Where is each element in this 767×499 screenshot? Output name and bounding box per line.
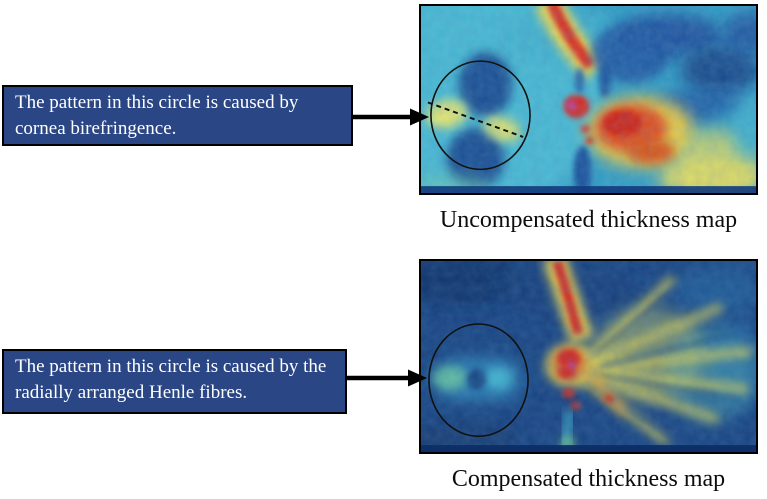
caption-uncompensated: Uncompensated thickness map — [419, 206, 758, 234]
compensated-heatmap-graphic — [421, 261, 756, 452]
circle-annotation-henle — [428, 323, 529, 438]
arrow-to-compensated-map — [346, 369, 427, 387]
callout-cornea-birefringence: The pattern in this circle is caused by … — [2, 85, 353, 146]
caption-uncompensated-text: Uncompensated thickness map — [439, 207, 738, 233]
arrow-to-uncompensated-map — [352, 108, 429, 126]
callout-henle-fibres: The pattern in this circle is caused by … — [2, 349, 347, 414]
birefringence-axis-dashed-line — [427, 101, 524, 138]
compensated-thickness-map-image — [419, 259, 758, 454]
caption-compensated-text: Compensated thickness map — [451, 466, 726, 492]
uncompensated-heatmap-graphic — [421, 6, 756, 193]
circle-annotation-cornea — [430, 60, 531, 171]
uncompensated-thickness-map-image — [419, 4, 758, 195]
callout-cornea-text: The pattern in this circle is caused by … — [15, 92, 299, 139]
callout-henle-text: The pattern in this circle is caused by … — [15, 356, 327, 403]
caption-compensated: Compensated thickness map — [419, 465, 758, 493]
